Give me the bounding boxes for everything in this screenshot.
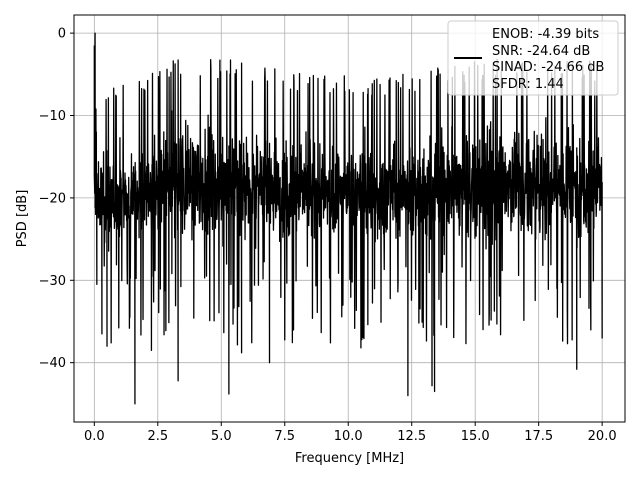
x-tick-label: 15.0 xyxy=(461,429,490,444)
y-tick-label: 0 xyxy=(58,27,66,42)
x-tick-label: 7.5 xyxy=(274,429,295,444)
legend-entry-sinad: SINAD: -24.66 dB xyxy=(492,60,604,75)
x-tick-label: 2.5 xyxy=(147,429,168,444)
data-layer xyxy=(93,32,603,405)
y-tick-label: −40 xyxy=(39,356,66,371)
x-tick-label: 5.0 xyxy=(211,429,232,444)
x-tick-label: 12.5 xyxy=(397,429,426,444)
x-tick-label: 17.5 xyxy=(524,429,553,444)
y-tick-label: −30 xyxy=(39,274,66,289)
y-tick-label: −10 xyxy=(39,109,66,124)
x-tick-label: 10.0 xyxy=(334,429,363,444)
plot-frame xyxy=(73,14,626,423)
y-tick-label: −20 xyxy=(39,191,66,206)
legend-box xyxy=(447,20,619,96)
legend-entry-enob: ENOB: -4.39 bits xyxy=(492,27,599,42)
x-axis-label: Frequency [MHz] xyxy=(295,451,404,466)
legend: ENOB: -4.39 bits SNR: -24.64 dB SINAD: -… xyxy=(447,20,619,96)
tick-layer: 0.0 2.5 5.0 7.5 10.0 12.5 15.0 17.5 20.0 0 −10 −20 −… xyxy=(39,27,617,444)
y-axis-label: PSD [dB] xyxy=(15,190,30,248)
psd-series-line xyxy=(93,32,603,405)
legend-entry-snr: SNR: -24.64 dB xyxy=(492,44,590,59)
x-tick-label: 0.0 xyxy=(84,429,105,444)
legend-entry-sfdr: SFDR: 1.44 xyxy=(492,77,564,92)
x-tick-label: 20.0 xyxy=(588,429,617,444)
